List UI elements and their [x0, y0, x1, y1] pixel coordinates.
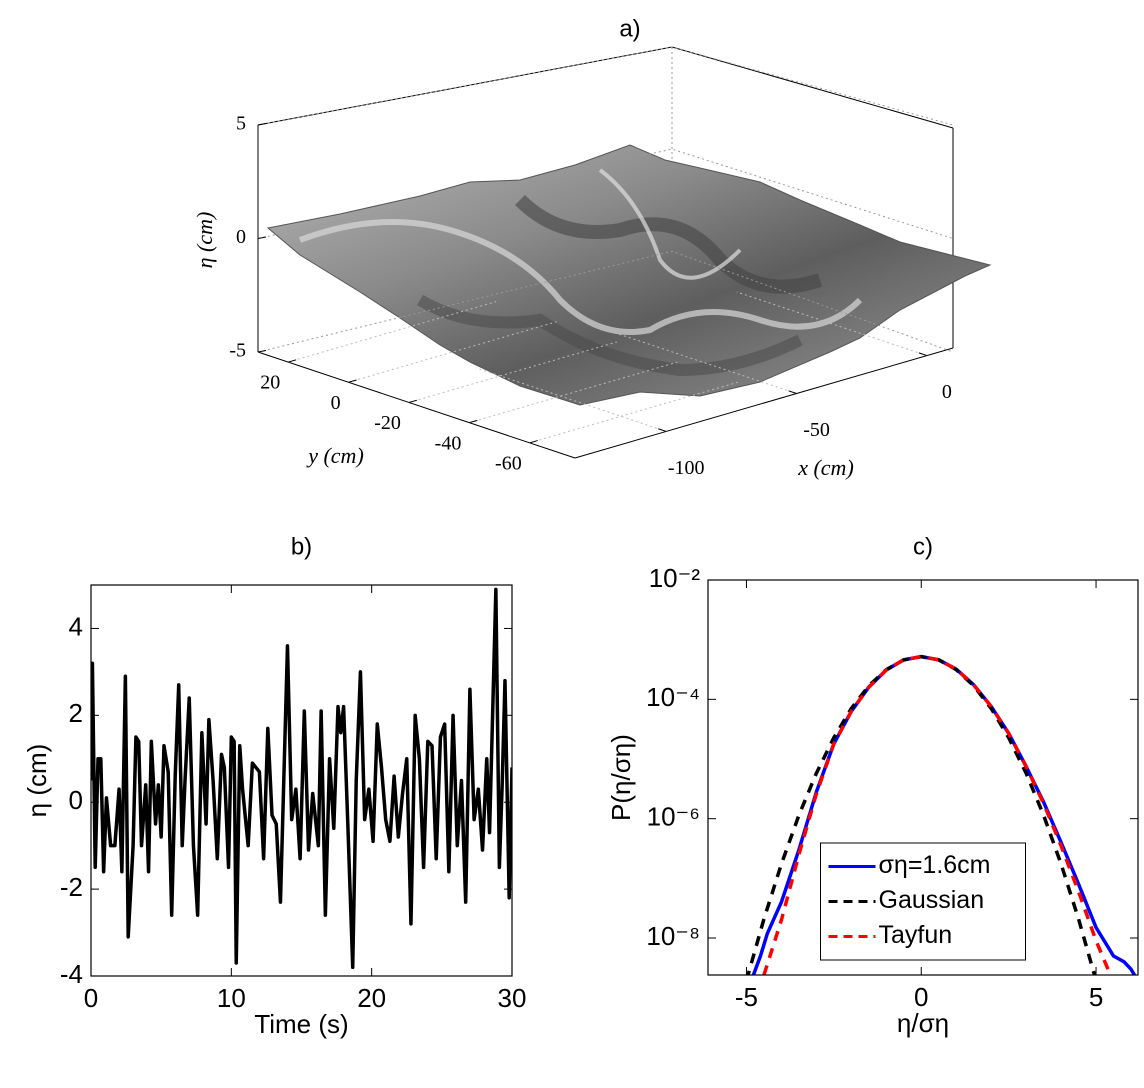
- x-tick-label: 30: [498, 983, 527, 1013]
- grid-line: [408, 341, 617, 403]
- grid-line: [529, 381, 738, 444]
- y-tick-label: -60: [495, 452, 522, 474]
- series-line: [91, 587, 512, 970]
- z-tick-label: 0: [236, 226, 246, 248]
- x-tick-label: -100: [668, 457, 705, 479]
- x-axis-label: x (cm): [797, 455, 854, 480]
- grid-line: [469, 361, 678, 424]
- y-axis-label: y (cm): [306, 443, 364, 468]
- y-tick-label: 0: [69, 785, 83, 815]
- x-tick-label: 10: [217, 983, 246, 1013]
- y-tick-label: 10⁻⁶: [647, 802, 700, 832]
- chart-title: c): [913, 533, 933, 560]
- chart-title: b): [291, 533, 312, 560]
- y-tick-label: 20: [260, 372, 280, 394]
- z-tick-label: 5: [236, 113, 246, 135]
- x-axis-label: η/ση: [897, 1008, 949, 1038]
- chart-title: a): [619, 15, 640, 42]
- y-tick-label: 10⁻⁴: [646, 682, 700, 712]
- grid-line: [257, 250, 954, 353]
- y-tick-label: -20: [374, 412, 401, 434]
- plot-frame: [90, 584, 513, 977]
- x-tick-label: 0: [914, 982, 928, 1012]
- grid-line: [348, 321, 557, 383]
- tick-mark: [257, 236, 267, 239]
- x-tick-label: -50: [803, 419, 830, 441]
- y-axis-label: P(η/ση): [606, 734, 636, 821]
- grid-line: [475, 367, 667, 432]
- plot-frame: [707, 579, 1139, 976]
- y-tick-label: -40: [435, 432, 462, 454]
- series-line: [762, 654, 1113, 975]
- tick-mark: [408, 399, 418, 403]
- grid-line: [257, 46, 954, 126]
- grid-line: [288, 301, 497, 363]
- tick-mark: [469, 419, 478, 424]
- z-tick-label: -5: [229, 340, 246, 362]
- y-tick-label: 4: [69, 611, 83, 641]
- wave-surface: [266, 144, 992, 406]
- tick-mark: [288, 359, 297, 363]
- z-axis-label: η (cm): [192, 212, 217, 269]
- y-tick-label: -2: [60, 872, 83, 902]
- tick-mark: [529, 440, 538, 444]
- grid-line: [257, 148, 954, 239]
- y-tick-label: 0: [331, 392, 341, 414]
- grid-line: [606, 329, 797, 394]
- x-tick-label: 0: [942, 381, 952, 403]
- x-tick-label: -5: [735, 982, 758, 1012]
- legend-label: Tayfun: [879, 921, 953, 949]
- series-line: [746, 654, 1097, 975]
- y-tick-label: -4: [60, 959, 83, 989]
- tick-mark: [788, 390, 797, 394]
- y-tick-label: 10⁻²: [649, 563, 701, 593]
- x-tick-label: 5: [1089, 982, 1103, 1012]
- grid-line: [736, 291, 928, 357]
- x-tick-label: 20: [357, 983, 386, 1013]
- legend-box: [820, 842, 1026, 961]
- legend-label: Gaussian: [879, 886, 985, 914]
- x-axis-label: Time (s): [254, 1009, 348, 1039]
- tick-mark: [257, 350, 267, 353]
- x-tick-label: 0: [84, 983, 98, 1013]
- tick-mark: [918, 352, 928, 357]
- tick-mark: [658, 428, 667, 432]
- legend-label: ση=1.6cm: [879, 851, 991, 879]
- y-axis-label: η (cm): [22, 744, 52, 818]
- tick-mark: [257, 123, 267, 126]
- tick-mark: [348, 379, 357, 383]
- y-tick-label: 10⁻⁸: [646, 921, 700, 951]
- y-tick-label: 2: [69, 698, 83, 728]
